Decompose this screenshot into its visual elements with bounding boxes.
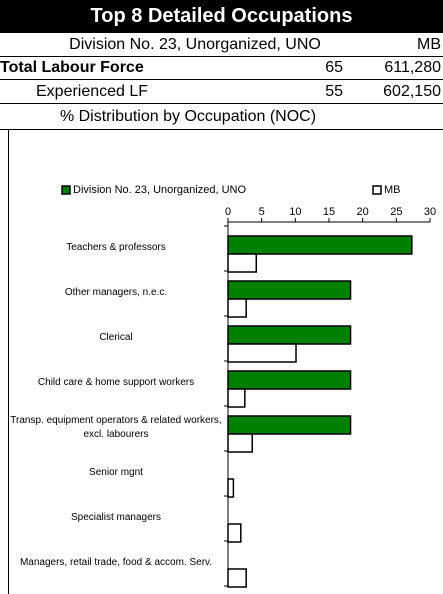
row-label: Experienced LF [36, 82, 149, 100]
bar [227, 523, 242, 543]
row-value: 55 [325, 82, 343, 100]
row-label: Total Labour Force [0, 59, 144, 76]
x-tick-label: 10 [289, 206, 301, 218]
row-value: 65 [325, 59, 343, 76]
x-tick-label: 30 [424, 206, 436, 218]
legend-label: MB [384, 184, 401, 196]
region-row: Division No. 23, Unorganized, UNO MB [0, 33, 443, 57]
bar [227, 388, 246, 408]
bar [227, 433, 253, 453]
section: % Distribution by Occupation (NOC) [59, 107, 317, 125]
category-label: Transp. equipment operators & related wo… [10, 415, 222, 440]
region: Division No. 23, Unorganized, UNO [69, 35, 321, 53]
x-tick-label: 15 [323, 206, 335, 218]
bar [227, 343, 297, 363]
row-value: 611,280 [384, 59, 441, 76]
legend-swatch [372, 185, 382, 195]
bar [227, 253, 258, 273]
category-label: Teachers & professors [66, 242, 166, 253]
x-tick-label: 5 [259, 206, 265, 218]
legend-label: Division No. 23, Unorganized, UNO [73, 184, 246, 196]
row: Total Labour Force 65 611,280 [0, 57, 443, 80]
x-tick-label: 0 [225, 206, 231, 218]
x-tick-label: 25 [390, 206, 402, 218]
row: Experienced LF 55 602,150 [0, 80, 443, 104]
category-label: Clerical [99, 332, 133, 343]
bar [227, 415, 352, 435]
category-label: Child care & home support workers [37, 377, 195, 388]
legend-swatch [61, 185, 71, 195]
bar [227, 298, 247, 318]
category-label: Managers, retail trade, food & accom. Se… [19, 557, 213, 568]
bar [227, 325, 352, 345]
category-label: Senior mgnt [89, 467, 143, 478]
bar [227, 478, 235, 498]
bar [227, 280, 352, 300]
title: Top 8 Detailed Occupations [0, 0, 443, 33]
x-tick-label: 20 [357, 206, 369, 218]
province: MB [417, 35, 441, 53]
bar [227, 235, 413, 255]
category-label: Specialist managers [70, 512, 162, 523]
bar [227, 370, 352, 390]
category-label: Other managers, n.e.c. [64, 287, 168, 298]
row-value: 602,150 [383, 82, 441, 100]
section-row: % Distribution by Occupation (NOC) [0, 104, 443, 130]
bar [227, 568, 247, 588]
